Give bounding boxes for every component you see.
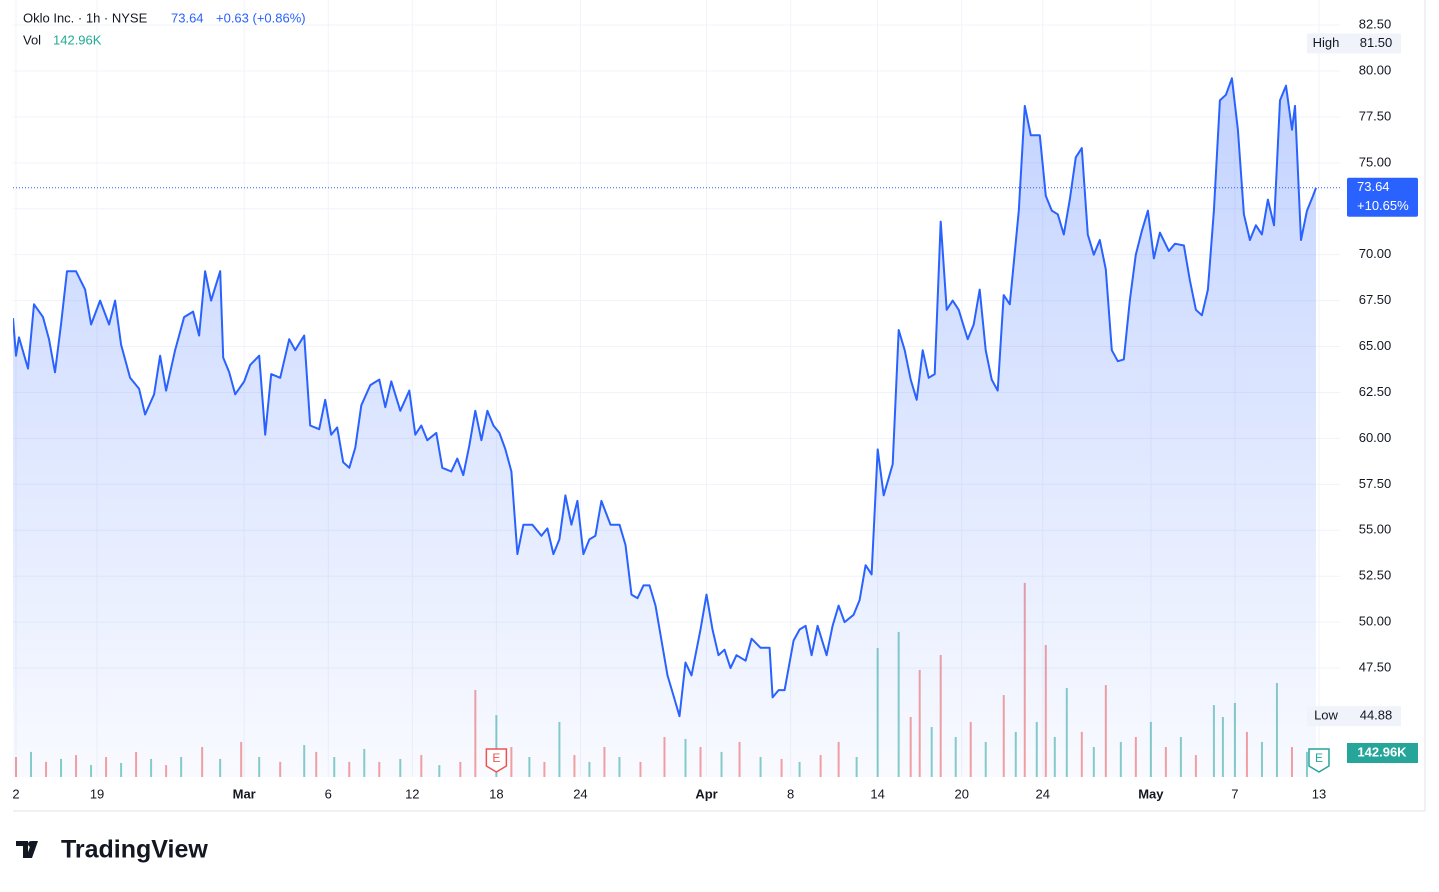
x-tick-label: 18 (489, 786, 503, 801)
volume-value: 142.96K (53, 32, 102, 47)
y-tick-label: 55.00 (1359, 522, 1392, 537)
y-tick-label: 70.00 (1359, 246, 1392, 261)
y-tick-label: 47.50 (1359, 659, 1392, 674)
y-tick-label: 82.50 (1359, 16, 1392, 31)
x-tick-label: 24 (573, 786, 587, 801)
x-tick-label: May (1138, 786, 1164, 801)
low-title: Low (1314, 708, 1338, 723)
x-tick-label: 8 (787, 786, 794, 801)
x-tick-label: 13 (1312, 786, 1326, 801)
logo-dot (28, 841, 34, 847)
high-value: 81.50 (1360, 35, 1393, 50)
y-tick-label: 75.00 (1359, 154, 1392, 169)
earnings-marker (1308, 748, 1330, 773)
earnings-marker (485, 748, 508, 773)
y-tick-label: 57.50 (1359, 476, 1392, 491)
x-tick-label: 12 (405, 786, 419, 801)
x-tick-label: 19 (90, 786, 104, 801)
y-tick-label: 52.50 (1359, 568, 1392, 583)
x-tick-label: 14 (870, 786, 884, 801)
x-tick-label: 6 (325, 786, 332, 801)
x-tick-label: 2 (12, 786, 19, 801)
chart-title: Oklo Inc. · 1h · NYSE (23, 10, 148, 25)
y-tick-label: 80.00 (1359, 62, 1392, 77)
y-tick-label: 50.00 (1359, 614, 1392, 629)
last-price-badge (1347, 177, 1418, 217)
header-price: 73.64 (171, 10, 204, 25)
x-tick-label: 7 (1231, 786, 1238, 801)
volume-badge-label: 142.96K (1357, 744, 1407, 759)
y-tick-label: 65.00 (1359, 338, 1392, 353)
axes: 47.50 50.00 52.50 55.00 57.50 60.00 62.50 65.00… (12, 16, 1418, 801)
x-tick-label: 20 (954, 786, 968, 801)
y-tick-label: 60.00 (1359, 430, 1392, 445)
volume-title: Vol (23, 32, 41, 47)
earnings-label: E (492, 751, 500, 765)
volume-badge (1347, 743, 1418, 763)
logo: TradingView (16, 836, 208, 864)
x-tick-label: Mar (233, 786, 256, 801)
x-tick-label: 24 (1036, 786, 1050, 801)
x-tick-label: Apr (695, 786, 717, 801)
last-change-label: +10.65% (1357, 198, 1409, 213)
area-fill (13, 78, 1316, 778)
last-price-label: 73.64 (1357, 179, 1390, 194)
low-value: 44.88 (1360, 708, 1393, 723)
high-badge (1307, 33, 1401, 54)
y-tick-label: 77.50 (1359, 108, 1392, 123)
header-change: +0.63 (+0.86%) (216, 10, 306, 25)
logo-icon (16, 841, 38, 858)
logo-text: TradingView (61, 836, 208, 864)
earnings-label: E (1315, 751, 1323, 765)
high-title: High (1313, 35, 1340, 50)
y-tick-label: 67.50 (1359, 292, 1392, 307)
price-line (13, 77, 1317, 718)
y-tick-label: 62.50 (1359, 384, 1392, 399)
low-badge (1307, 706, 1401, 727)
plot (13, 77, 1340, 778)
